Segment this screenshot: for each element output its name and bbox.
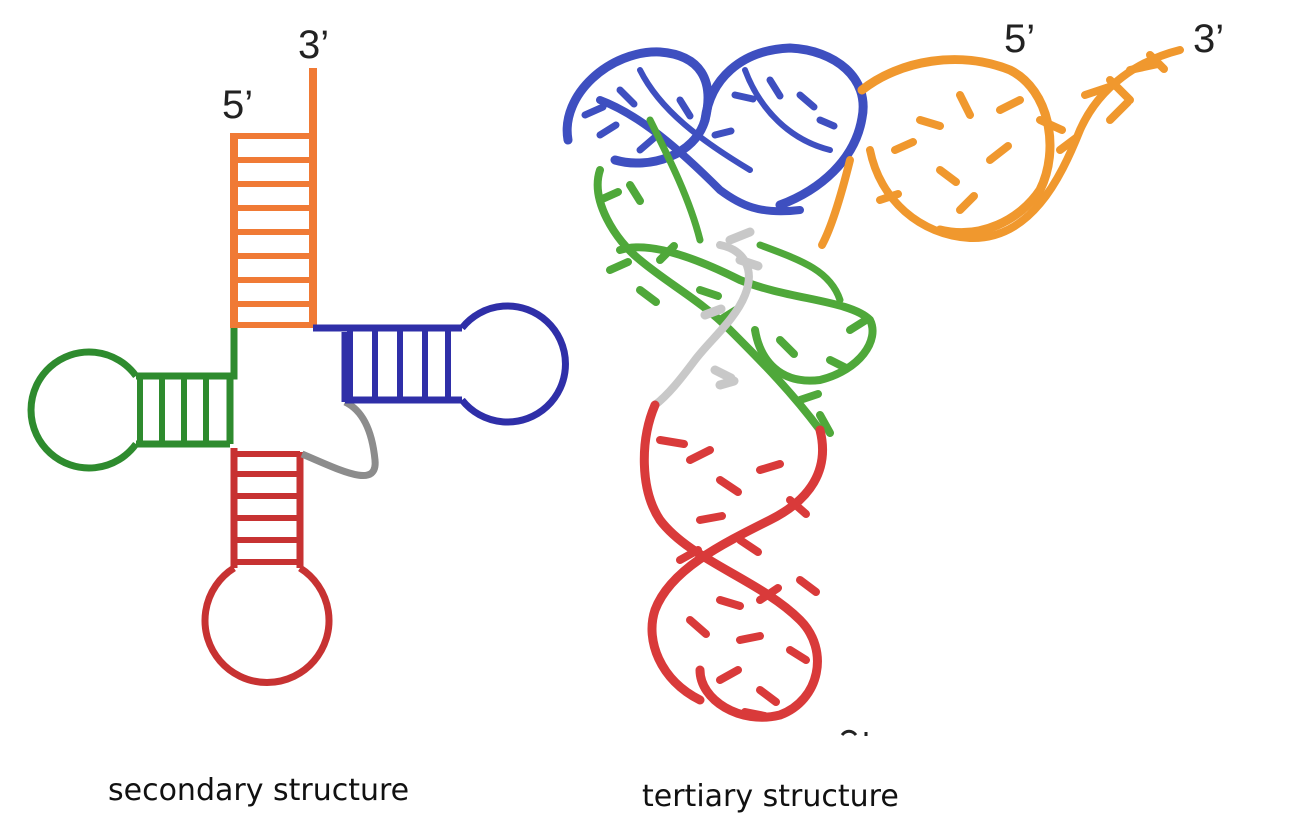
d-arm bbox=[27, 328, 238, 472]
acceptor-stem-3d bbox=[818, 46, 1184, 249]
secondary-structure-diagram: 5’ 3’ bbox=[27, 23, 569, 686]
secondary-5prime-label: 5’ bbox=[222, 83, 253, 127]
tertiary-3prime-label: 3’ bbox=[1193, 17, 1224, 61]
acceptor-stem bbox=[230, 68, 317, 328]
tertiary-structure-diagram: 5’ 3’ bbox=[562, 17, 1224, 737]
t-arm bbox=[313, 302, 569, 426]
secondary-structure-caption: secondary structure bbox=[108, 773, 409, 808]
secondary-3prime-label: 3’ bbox=[298, 23, 329, 67]
tertiary-structure-caption: tertiary structure bbox=[642, 779, 899, 814]
cropped-label-fragment bbox=[840, 729, 868, 737]
t-arm-3d bbox=[562, 43, 868, 216]
variable-loop bbox=[300, 398, 379, 479]
d-arm-3d bbox=[593, 116, 877, 437]
tertiary-5prime-label: 5’ bbox=[1004, 17, 1035, 61]
variable-loop-3d bbox=[651, 227, 763, 409]
anticodon-arm-3d bbox=[639, 400, 828, 722]
anticodon-arm bbox=[201, 448, 333, 686]
